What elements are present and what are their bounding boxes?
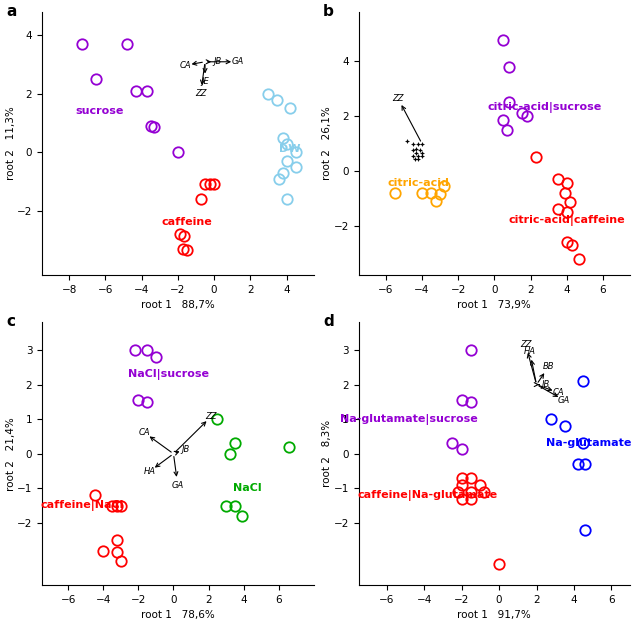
Text: ZZ: ZZ [520, 340, 531, 349]
Text: citric-acid|caffeine: citric-acid|caffeine [509, 215, 625, 226]
Text: ZZ: ZZ [195, 89, 207, 98]
Text: caffeine|Na-glutamate: caffeine|Na-glutamate [358, 490, 498, 501]
Text: GA: GA [172, 481, 184, 490]
Text: b: b [323, 4, 334, 19]
Text: CA: CA [180, 61, 191, 69]
Text: sucrose: sucrose [76, 106, 124, 116]
Text: citric-acid: citric-acid [387, 178, 450, 188]
Text: NaCl: NaCl [232, 483, 261, 493]
X-axis label: root 1   91,7%: root 1 91,7% [457, 610, 531, 620]
Text: NaCl|sucrose: NaCl|sucrose [128, 369, 209, 380]
Text: caffeine|NaCl: caffeine|NaCl [41, 500, 124, 511]
Text: ZZ: ZZ [392, 94, 404, 103]
Y-axis label: root 2   8,3%: root 2 8,3% [322, 420, 332, 487]
Text: JB: JB [181, 444, 189, 454]
Text: c: c [6, 314, 15, 329]
Text: GA: GA [231, 57, 243, 66]
Text: JB: JB [542, 380, 549, 389]
Text: Na-glutamate: Na-glutamate [546, 438, 632, 448]
X-axis label: root 1   73,9%: root 1 73,9% [457, 300, 531, 310]
Text: caffeine: caffeine [162, 217, 213, 227]
Text: ZZ: ZZ [205, 412, 217, 421]
X-axis label: root 1   88,7%: root 1 88,7% [141, 300, 214, 310]
Text: JE: JE [201, 77, 209, 86]
Text: citric-acid|sucrose: citric-acid|sucrose [488, 103, 602, 113]
Text: Na-glutamate|sucrose: Na-glutamate|sucrose [340, 414, 478, 424]
Text: GA: GA [558, 396, 570, 405]
Text: CA: CA [553, 388, 564, 398]
Text: BB: BB [543, 362, 554, 371]
X-axis label: root 1   78,6%: root 1 78,6% [141, 610, 214, 620]
Text: a: a [6, 4, 17, 19]
Text: d: d [323, 314, 334, 329]
Y-axis label: root 2   11,3%: root 2 11,3% [6, 106, 15, 180]
Text: HA: HA [144, 467, 155, 476]
Text: HA: HA [524, 347, 536, 356]
Text: DW: DW [279, 145, 301, 155]
Y-axis label: root 2   21,4%: root 2 21,4% [6, 417, 15, 491]
Text: CA: CA [138, 428, 150, 437]
Text: JB: JB [213, 57, 222, 66]
Y-axis label: root 2   26,1%: root 2 26,1% [322, 106, 332, 180]
